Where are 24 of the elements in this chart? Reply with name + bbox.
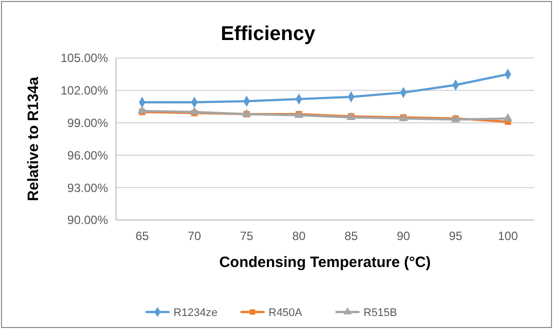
y-axis-title: Relative to R134a (25, 76, 42, 202)
x-tick-label: 85 (344, 229, 358, 243)
x-tick-label: 90 (396, 229, 410, 243)
x-tick-label: 70 (188, 229, 202, 243)
x-tick-label: 65 (135, 229, 150, 243)
y-tick-label: 96.00% (67, 148, 108, 162)
point (242, 108, 252, 117)
legend-label: R450A (268, 306, 303, 319)
x-tick-label: 100 (498, 229, 518, 243)
point (190, 106, 199, 115)
x-axis-title: Condensing Temperature (°C) (219, 254, 431, 271)
point (503, 113, 512, 122)
x-tick-label: 95 (448, 229, 463, 243)
y-tick-label: 99.00% (67, 116, 108, 130)
y-tick-label: 105.00% (60, 51, 108, 66)
y-tick-label: 93.00% (67, 180, 108, 195)
point (138, 106, 147, 114)
legend-label: R1234ze (174, 306, 218, 319)
legend-label: R515B (364, 306, 398, 319)
x-tick-label: 75 (240, 229, 254, 243)
chart-title: Efficiency (220, 23, 316, 45)
y-tick-label: 90.00% (67, 213, 108, 228)
x-tick-label: 80 (292, 229, 306, 243)
y-tick-label: 102.00% (60, 84, 108, 98)
